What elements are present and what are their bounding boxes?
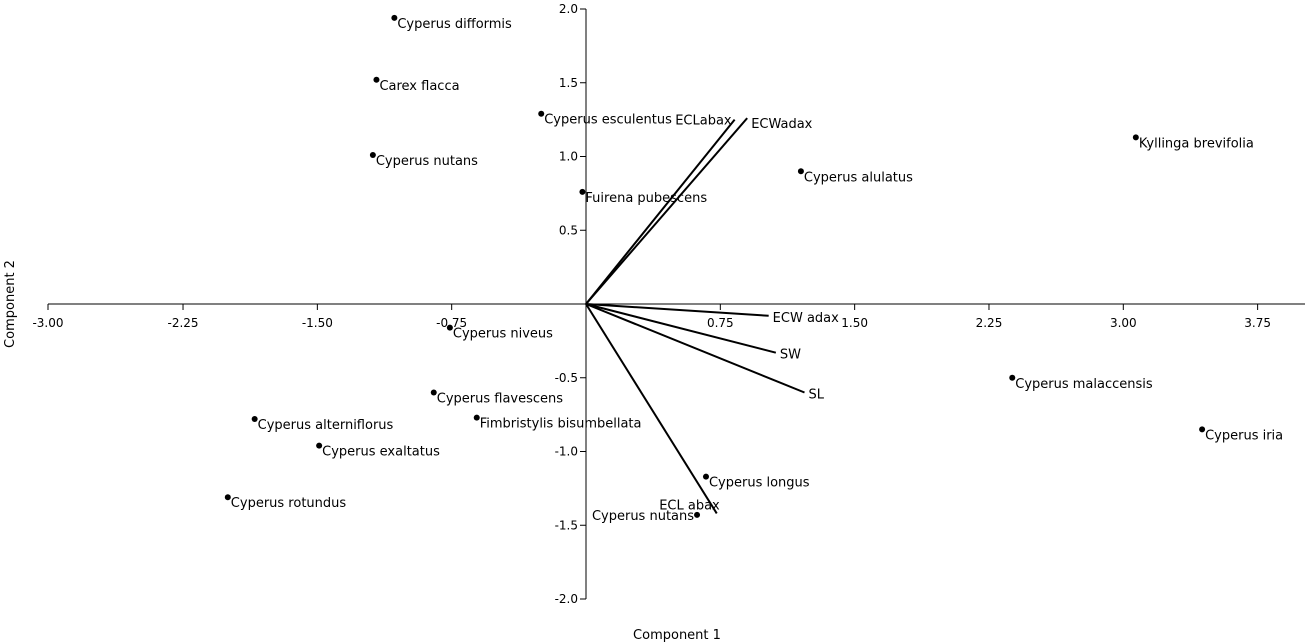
loading-vector <box>585 117 748 305</box>
y-axis-title: Component 2 <box>3 260 18 348</box>
score-point <box>251 416 258 423</box>
point-label: Cyperus iria <box>1205 428 1283 443</box>
score-points: Cyperus difformis Carex flacca Cyperus esc… <box>224 14 1283 524</box>
loading-vector <box>585 118 736 305</box>
score-point <box>538 110 545 117</box>
point-label: Cyperus flavescens <box>437 392 564 407</box>
score-point <box>579 188 586 195</box>
score-point <box>224 494 231 501</box>
point-label: Fimbristylis bisumbellata <box>480 417 642 432</box>
vector-label: ECW adax <box>773 311 839 326</box>
x-axis-title: Component 1 <box>633 628 721 643</box>
y-tick-label: -1.5 <box>555 518 578 532</box>
score-point <box>430 389 437 396</box>
loading-vector <box>585 303 805 394</box>
point-label: Cyperus longus <box>709 476 810 491</box>
point-label: Kyllinga brevifolia <box>1139 136 1254 151</box>
score-point <box>373 76 380 83</box>
vector-label: ECL abax <box>659 498 720 513</box>
y-tick-label: -1.0 <box>555 445 578 459</box>
x-tick-label: -0.75 <box>436 316 467 330</box>
point-label: Cyperus malaccensis <box>1015 377 1153 392</box>
loading-vector <box>585 303 769 317</box>
x-tick-label: 3.00 <box>1110 316 1137 330</box>
vector-label: SL <box>809 388 825 403</box>
score-point <box>694 511 701 518</box>
y-tick-label: -0.5 <box>555 371 578 385</box>
score-point <box>391 14 398 21</box>
point-label: Cyperus nutans <box>592 509 694 524</box>
x-tick-label: -1.50 <box>302 316 333 330</box>
vector-label: SW <box>780 348 801 363</box>
point-label: Cyperus niveus <box>453 327 553 342</box>
score-point <box>316 442 323 449</box>
x-tick-label: 2.25 <box>976 316 1003 330</box>
loading-vector <box>585 303 718 514</box>
x-tick-label: 0.75 <box>707 316 734 330</box>
vector-label: ECLabax <box>675 114 732 129</box>
loading-vectors: ECLabax ECWadax ECW adax SW SL ECL abax <box>585 114 839 514</box>
score-point <box>473 414 480 421</box>
point-label: Carex flacca <box>379 79 459 94</box>
point-label: Cyperus rotundus <box>231 496 347 511</box>
y-tick-label: 1.5 <box>559 76 578 90</box>
x-tick-label: -3.00 <box>32 316 63 330</box>
point-label: Fuirena pubescens <box>585 191 707 206</box>
point-label: Cyperus difformis <box>397 17 512 32</box>
point-label: Cyperus esculentus <box>544 113 672 128</box>
score-point <box>1199 426 1206 433</box>
y-tick-label: 0.5 <box>559 223 578 237</box>
y-tick-label: -2.0 <box>555 592 578 606</box>
score-point <box>1009 374 1016 381</box>
x-tick-label: 3.75 <box>1244 316 1271 330</box>
vector-label: ECWadax <box>751 117 812 132</box>
score-point <box>702 473 709 480</box>
point-label: Cyperus alterniflorus <box>258 418 394 433</box>
score-point <box>369 152 376 159</box>
x-tick-label: 1.50 <box>841 316 868 330</box>
score-point <box>446 324 453 331</box>
loading-vector <box>585 303 777 354</box>
y-tick-label: 2.0 <box>559 2 578 16</box>
point-label: Cyperus nutans <box>376 154 478 169</box>
score-point <box>1132 134 1139 141</box>
y-tick-label: 1.0 <box>559 150 578 164</box>
score-point <box>797 168 804 175</box>
x-tick-label: -2.25 <box>167 316 198 330</box>
axes: -3.00 -2.25 -1.50 -0.75 0.75 1.50 2.25 3.00 3.75… <box>32 2 1305 606</box>
point-label: Cyperus alulatus <box>804 170 913 185</box>
point-label: Cyperus exaltatus <box>322 445 440 460</box>
